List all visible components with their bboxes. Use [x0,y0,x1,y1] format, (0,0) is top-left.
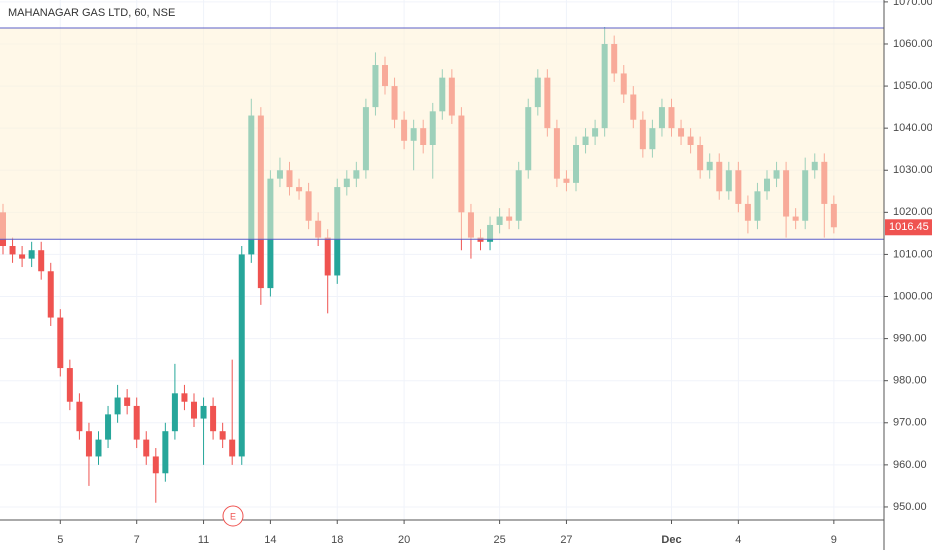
candle-body [191,401,197,419]
candle-body [114,397,121,415]
candle-body [47,271,54,318]
candle-body [38,250,45,272]
zone [0,27,884,240]
price-label-bg [885,219,932,236]
candle-body [171,393,178,432]
axis-panel [885,0,932,550]
x-tick-label: 11 [198,534,209,546]
y-tick-label: 1040.00 [893,122,932,134]
y-tick-label: 990.00 [893,333,927,345]
candle-body [66,368,73,402]
candle-body [85,431,92,457]
candle-body [105,414,112,440]
candle-body [152,456,159,474]
x-tick-label: 27 [560,534,572,546]
x-tick-label: 14 [264,534,276,546]
y-tick-label: 1020.00 [893,206,932,218]
candle-body [9,246,16,255]
candle-body [124,397,131,406]
y-tick-label: 1000.00 [893,290,932,302]
candle-body [162,431,169,474]
y-tick-label: 970.00 [893,417,927,429]
x-tick-label: 18 [331,534,343,546]
chart-title: MAHANAGAR GAS LTD, 60, NSE [8,7,175,19]
x-tick-label: 25 [493,534,505,546]
x-tick-label: 7 [134,534,140,546]
y-tick-label: 1070.00 [893,0,932,8]
y-tick-label: 1050.00 [893,80,932,92]
candle-body [28,250,35,259]
candle-body [143,439,150,457]
x-tick-label: 20 [398,534,410,546]
x-tick-label: 4 [735,534,741,546]
candle-body [238,254,245,457]
y-tick-label: 1030.00 [893,164,932,176]
candle-body [57,317,64,369]
candle-body [324,237,331,276]
y-tick-label: 980.00 [893,375,927,387]
y-tick-label: 1060.00 [893,38,932,50]
candle-body [219,431,226,440]
candle-body [95,439,102,457]
price-label: 1016.45 [889,221,929,233]
candle-body [181,393,188,402]
candle-body [19,254,26,259]
candle-body [76,401,83,432]
axis-panel [0,521,884,550]
x-tick-label: 5 [57,534,63,546]
y-tick-label: 950.00 [893,501,927,513]
candle-body [229,439,236,457]
y-tick-label: 1010.00 [893,248,932,260]
candle-body [133,405,140,440]
event-marker [222,505,244,527]
candle-body [200,405,207,419]
candle-body [210,405,217,432]
x-tick-label: 9 [831,534,837,546]
y-tick-label: 960.00 [893,459,927,471]
x-tick-label: Dec [661,534,681,546]
event-marker-label: E [230,511,236,521]
